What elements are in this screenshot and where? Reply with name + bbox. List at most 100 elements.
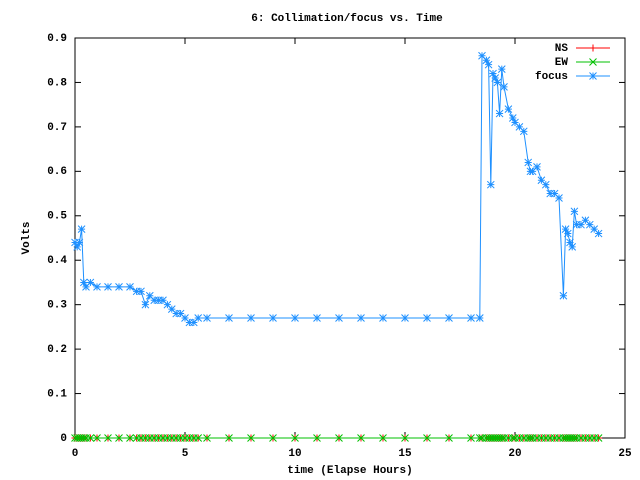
series-marker <box>335 314 343 322</box>
series-marker <box>291 434 299 442</box>
series-marker <box>568 243 577 251</box>
series-marker <box>570 207 579 216</box>
series-marker <box>126 434 134 442</box>
series-marker <box>189 318 198 327</box>
series-marker <box>541 180 550 189</box>
series-marker <box>379 434 387 442</box>
series-marker <box>445 314 453 322</box>
series-marker <box>379 314 387 322</box>
series-marker <box>486 180 495 189</box>
series-marker <box>423 314 431 322</box>
series-marker <box>528 167 537 176</box>
legend-marker <box>589 44 597 52</box>
series-marker <box>519 127 528 136</box>
series-marker <box>172 309 181 318</box>
series-marker <box>145 291 154 300</box>
x-tick-label: 10 <box>288 448 301 460</box>
series-marker <box>550 189 559 198</box>
series-marker <box>115 283 123 291</box>
series-marker <box>475 434 484 442</box>
series-marker <box>73 243 82 251</box>
x-tick-label: 20 <box>508 448 521 460</box>
series-marker <box>585 220 594 229</box>
y-tick-label: 0.2 <box>47 344 67 356</box>
series-marker <box>86 278 95 287</box>
series-marker <box>86 434 95 442</box>
legend-label: focus <box>535 71 568 83</box>
series-marker <box>526 434 535 442</box>
series-marker <box>159 296 167 305</box>
series-marker <box>335 434 343 442</box>
series-marker <box>423 434 431 442</box>
series-marker <box>594 434 603 442</box>
series-marker <box>93 434 101 442</box>
series-marker <box>163 300 172 309</box>
series-marker <box>82 283 90 291</box>
series-marker <box>247 434 255 442</box>
x-tick-label: 15 <box>398 448 412 460</box>
series-marker <box>495 109 504 118</box>
series-marker <box>141 300 150 309</box>
legend-label: NS <box>555 43 569 55</box>
series-marker <box>524 158 533 167</box>
series-marker <box>154 296 163 305</box>
plot-frame <box>74 37 626 439</box>
series-marker <box>313 434 321 442</box>
series-marker <box>493 78 502 87</box>
series-marker <box>357 314 365 322</box>
series-marker <box>515 123 524 131</box>
series-marker <box>225 314 233 322</box>
series-marker <box>194 314 203 322</box>
series-marker <box>269 434 277 442</box>
legend-label: EW <box>555 57 569 69</box>
series-marker <box>500 83 508 91</box>
y-tick-label: 0.7 <box>47 122 67 134</box>
series-marker <box>79 278 88 287</box>
x-tick-label: 5 <box>182 448 189 460</box>
series-marker <box>104 434 112 442</box>
series-marker <box>104 283 112 291</box>
series-marker <box>132 287 141 296</box>
series-marker <box>203 434 211 442</box>
series-marker <box>508 114 517 122</box>
y-tick-label: 0.4 <box>47 255 67 267</box>
series-marker <box>401 434 409 442</box>
y-tick-label: 0.9 <box>47 33 67 45</box>
y-tick-label: 0.3 <box>47 300 67 312</box>
series-marker <box>504 105 513 113</box>
y-axis-label: Volts <box>21 221 33 254</box>
series-marker <box>497 434 506 442</box>
series-marker <box>511 118 519 127</box>
series-marker <box>497 65 506 73</box>
series-marker <box>126 283 134 291</box>
series-marker <box>508 434 517 442</box>
series-marker <box>401 314 409 322</box>
series-marker <box>313 314 321 322</box>
series-marker <box>75 238 84 247</box>
series-marker <box>594 229 603 238</box>
series-marker <box>546 189 555 198</box>
y-tick-label: 0 <box>60 433 67 445</box>
series-marker <box>269 314 277 322</box>
x-axis-label: time (Elapse Hours) <box>287 465 412 477</box>
series-marker <box>115 434 123 442</box>
series-marker <box>203 314 211 322</box>
series-marker <box>225 434 233 442</box>
series-marker <box>467 434 475 442</box>
series-marker <box>590 225 599 233</box>
series-marker <box>577 220 585 229</box>
series-marker <box>572 220 581 229</box>
series-marker <box>484 60 493 69</box>
series-marker <box>93 283 101 291</box>
series-marker <box>491 74 500 82</box>
series-marker <box>77 225 86 233</box>
series-marker <box>489 69 497 78</box>
series-marker <box>137 287 145 296</box>
chart-title: 6: Collimation/focus vs. Time <box>251 13 443 25</box>
series-marker <box>555 194 563 202</box>
series-marker <box>71 238 79 247</box>
series-marker <box>79 434 88 442</box>
series-marker <box>537 176 546 185</box>
series-marker <box>475 314 484 322</box>
